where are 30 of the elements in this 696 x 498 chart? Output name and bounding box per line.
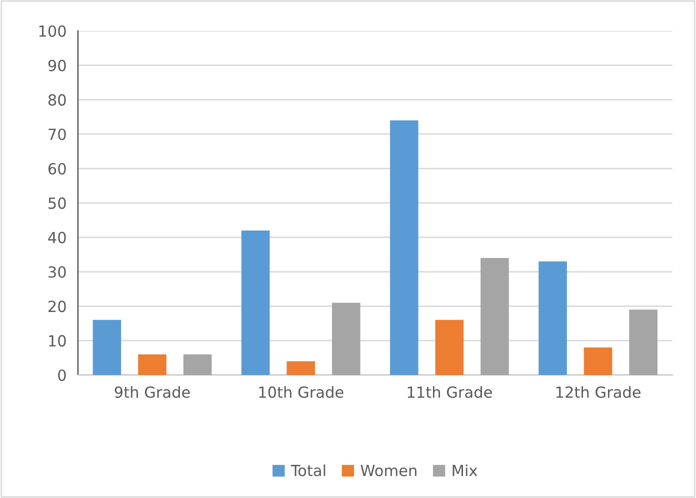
bar	[241, 230, 270, 375]
x-tick-label: 10th Grade	[259, 386, 344, 398]
legend-label: Mix	[452, 464, 478, 476]
bar	[286, 361, 315, 375]
x-tick-label: 12th Grade	[556, 386, 640, 398]
y-tick-label: 50	[48, 197, 66, 209]
y-tick-label: 30	[48, 266, 66, 278]
bar	[183, 354, 212, 375]
y-tick-label: 40	[48, 232, 66, 244]
y-tick-label: 90	[48, 60, 66, 72]
y-tick-label: 10	[49, 335, 66, 347]
y-tick-label: 0	[58, 369, 66, 382]
bar	[138, 354, 166, 375]
y-tick-label: 70	[48, 128, 66, 140]
bar	[629, 310, 658, 375]
bar	[332, 302, 360, 375]
y-tick-label: 20	[48, 300, 66, 312]
bar	[390, 120, 418, 375]
bar	[538, 261, 567, 375]
bar	[92, 320, 122, 375]
bar	[480, 258, 509, 375]
bar	[435, 320, 464, 375]
y-tick-label: 80	[48, 94, 66, 106]
y-tick-label: 60	[48, 162, 66, 175]
y-tick-label: 100	[39, 25, 66, 37]
legend-label: Total	[290, 464, 326, 476]
legend-label: Women	[360, 464, 416, 476]
x-tick-label: 11th Grade	[408, 386, 492, 398]
bar	[584, 347, 612, 375]
x-tick-label: 9th Grade	[114, 386, 190, 398]
